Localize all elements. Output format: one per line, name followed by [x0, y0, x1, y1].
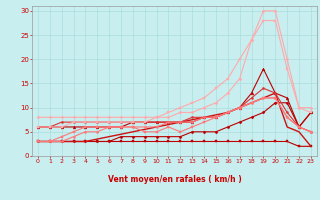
X-axis label: Vent moyen/en rafales ( km/h ): Vent moyen/en rafales ( km/h ) — [108, 175, 241, 184]
